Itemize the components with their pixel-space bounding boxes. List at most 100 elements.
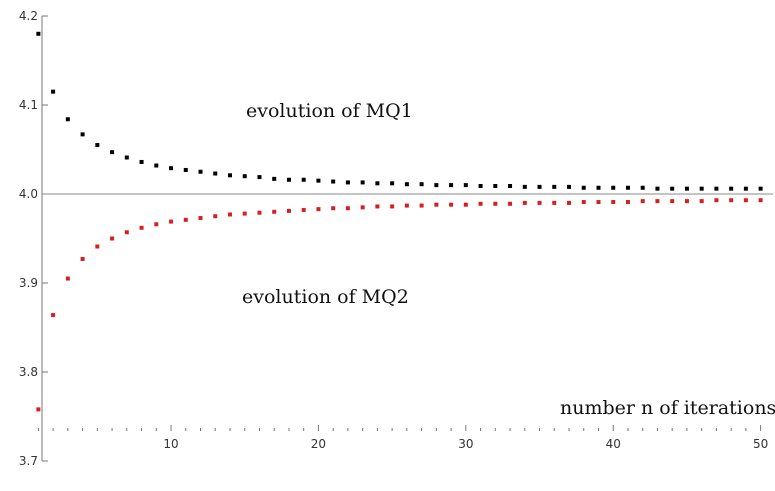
y-tick-label: 4.2	[19, 9, 38, 23]
data-point-series-2	[493, 201, 498, 206]
data-point-series-1	[80, 132, 85, 137]
data-point-series-1	[670, 186, 675, 191]
y-axis-ticks: 3.7 3.8 3.9 4.0 4.1 4.2	[19, 9, 48, 468]
data-point-series-1	[154, 163, 159, 168]
x-tick-label: 30	[458, 437, 473, 451]
data-point-series-2	[596, 200, 601, 205]
data-point-series-1	[95, 143, 100, 148]
data-point-series-1	[552, 184, 557, 189]
y-tick-label: 4.1	[19, 98, 38, 112]
data-point-series-2	[110, 236, 115, 241]
data-point-series-2	[139, 225, 144, 230]
data-point-series-2	[183, 217, 188, 222]
annotation-mq2: evolution of MQ2	[242, 286, 409, 308]
data-point-series-1	[449, 183, 454, 188]
data-point-series-2	[345, 206, 350, 211]
data-point-series-1	[227, 173, 232, 178]
data-point-series-1	[198, 169, 203, 174]
data-point-series-1	[478, 183, 483, 188]
x-axis-annotation: number n of iterations	[560, 397, 775, 419]
data-point-series-1	[699, 186, 704, 191]
data-points	[36, 31, 763, 412]
x-tick-label: 20	[311, 437, 326, 451]
data-point-series-1	[345, 180, 350, 185]
data-point-series-1	[537, 184, 542, 189]
data-point-series-2	[301, 208, 306, 213]
data-point-series-2	[699, 199, 704, 204]
data-point-series-2	[478, 201, 483, 206]
data-point-series-2	[758, 198, 763, 203]
data-point-series-1	[331, 179, 336, 184]
data-point-series-1	[596, 185, 601, 190]
y-tick-label: 3.9	[19, 276, 38, 290]
data-point-series-1	[124, 155, 129, 160]
data-point-series-2	[581, 200, 586, 205]
data-point-series-1	[419, 182, 424, 187]
data-point-series-1	[110, 150, 115, 155]
data-point-series-2	[567, 200, 572, 205]
data-point-series-1	[360, 180, 365, 185]
data-point-series-1	[508, 183, 513, 188]
data-point-series-2	[522, 200, 527, 205]
data-point-series-1	[242, 174, 247, 179]
data-point-series-2	[95, 244, 100, 249]
x-tick-label: 50	[753, 437, 768, 451]
data-point-series-2	[390, 204, 395, 209]
data-point-series-1	[301, 177, 306, 182]
data-point-series-1	[684, 186, 689, 191]
annotation-mq1: evolution of MQ1	[246, 100, 413, 122]
data-point-series-1	[743, 186, 748, 191]
data-point-series-1	[390, 181, 395, 186]
data-point-series-1	[213, 171, 218, 176]
data-point-series-2	[286, 208, 291, 213]
data-point-series-1	[316, 178, 321, 183]
data-point-series-2	[714, 198, 719, 203]
data-point-series-1	[434, 183, 439, 188]
data-point-series-1	[655, 186, 660, 191]
data-point-series-2	[611, 200, 616, 205]
data-point-series-1	[183, 167, 188, 172]
data-point-series-1	[611, 185, 616, 190]
data-point-series-2	[154, 222, 159, 227]
y-tick-label: 4.0	[19, 187, 38, 201]
data-point-series-1	[493, 183, 498, 188]
data-point-series-1	[51, 89, 56, 94]
data-point-series-2	[404, 203, 409, 208]
data-point-series-2	[434, 202, 439, 207]
data-point-series-2	[419, 203, 424, 208]
x-tick-label: 10	[163, 437, 178, 451]
data-point-series-2	[316, 207, 321, 212]
data-point-series-1	[729, 186, 734, 191]
data-point-series-2	[625, 200, 630, 205]
data-point-series-2	[729, 198, 734, 203]
data-point-series-1	[522, 184, 527, 189]
data-point-series-2	[213, 214, 218, 219]
data-point-series-2	[655, 199, 660, 204]
data-point-series-2	[242, 211, 247, 216]
data-point-series-1	[169, 166, 174, 171]
y-tick-label: 3.7	[19, 454, 38, 468]
data-point-series-2	[684, 199, 689, 204]
data-point-series-2	[51, 313, 56, 318]
data-point-series-1	[257, 175, 262, 180]
x-axis-ticks: 10 20 30 40 50	[37, 425, 768, 451]
data-point-series-2	[124, 230, 129, 235]
data-point-series-2	[331, 206, 336, 211]
data-point-series-2	[463, 202, 468, 207]
data-point-series-2	[670, 199, 675, 204]
data-point-series-1	[463, 183, 468, 188]
data-point-series-1	[758, 186, 763, 191]
data-point-series-2	[257, 210, 262, 215]
data-point-series-1	[375, 181, 380, 186]
data-point-series-2	[552, 200, 557, 205]
data-point-series-2	[508, 201, 513, 206]
data-point-series-1	[581, 185, 586, 190]
data-point-series-2	[80, 256, 85, 261]
data-point-series-1	[567, 184, 572, 189]
data-point-series-2	[360, 205, 365, 210]
data-point-series-2	[272, 209, 277, 214]
data-point-series-1	[640, 185, 645, 190]
data-point-series-2	[743, 198, 748, 203]
data-point-series-2	[227, 212, 232, 217]
